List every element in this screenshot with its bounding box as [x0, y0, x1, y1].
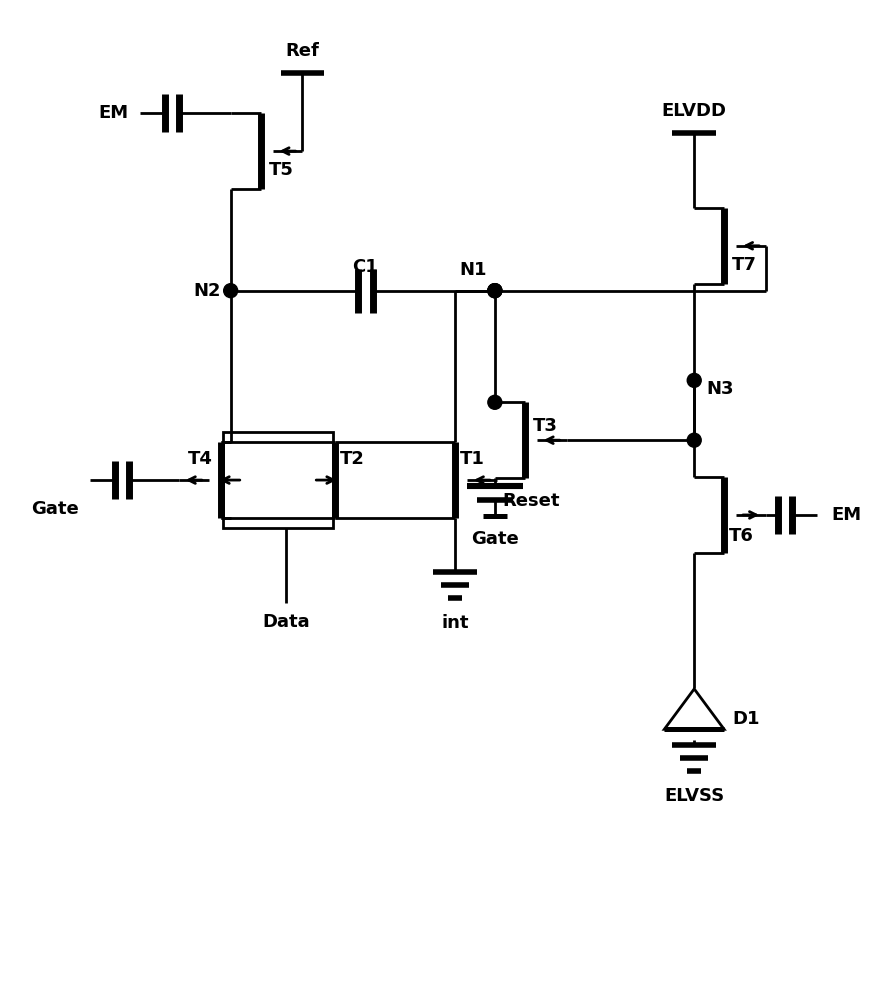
Text: Gate: Gate — [471, 530, 519, 548]
Circle shape — [488, 284, 502, 298]
Circle shape — [223, 284, 238, 298]
Text: Data: Data — [263, 613, 310, 631]
Text: C1: C1 — [352, 258, 378, 276]
Text: T7: T7 — [732, 256, 757, 274]
Text: T3: T3 — [533, 417, 558, 435]
Text: Gate: Gate — [31, 500, 79, 518]
Text: Reset: Reset — [503, 492, 561, 510]
Text: D1: D1 — [732, 710, 759, 728]
Text: N2: N2 — [193, 282, 221, 300]
Text: Ref: Ref — [286, 42, 320, 60]
Text: T5: T5 — [269, 161, 294, 179]
Text: T4: T4 — [188, 450, 213, 468]
Circle shape — [488, 284, 502, 298]
Circle shape — [687, 433, 701, 447]
Text: N1: N1 — [459, 261, 487, 279]
Text: int: int — [441, 614, 469, 632]
Text: T6: T6 — [729, 527, 754, 545]
Text: N3: N3 — [706, 380, 733, 398]
Circle shape — [488, 395, 502, 409]
Text: T1: T1 — [460, 450, 485, 468]
Text: ELVSS: ELVSS — [664, 787, 724, 805]
Circle shape — [488, 284, 502, 298]
Text: T2: T2 — [340, 450, 365, 468]
Bar — [222, 432, 334, 528]
Text: EM: EM — [832, 506, 862, 524]
Text: EM: EM — [99, 104, 129, 122]
Circle shape — [687, 373, 701, 387]
Text: ELVDD: ELVDD — [662, 102, 727, 120]
